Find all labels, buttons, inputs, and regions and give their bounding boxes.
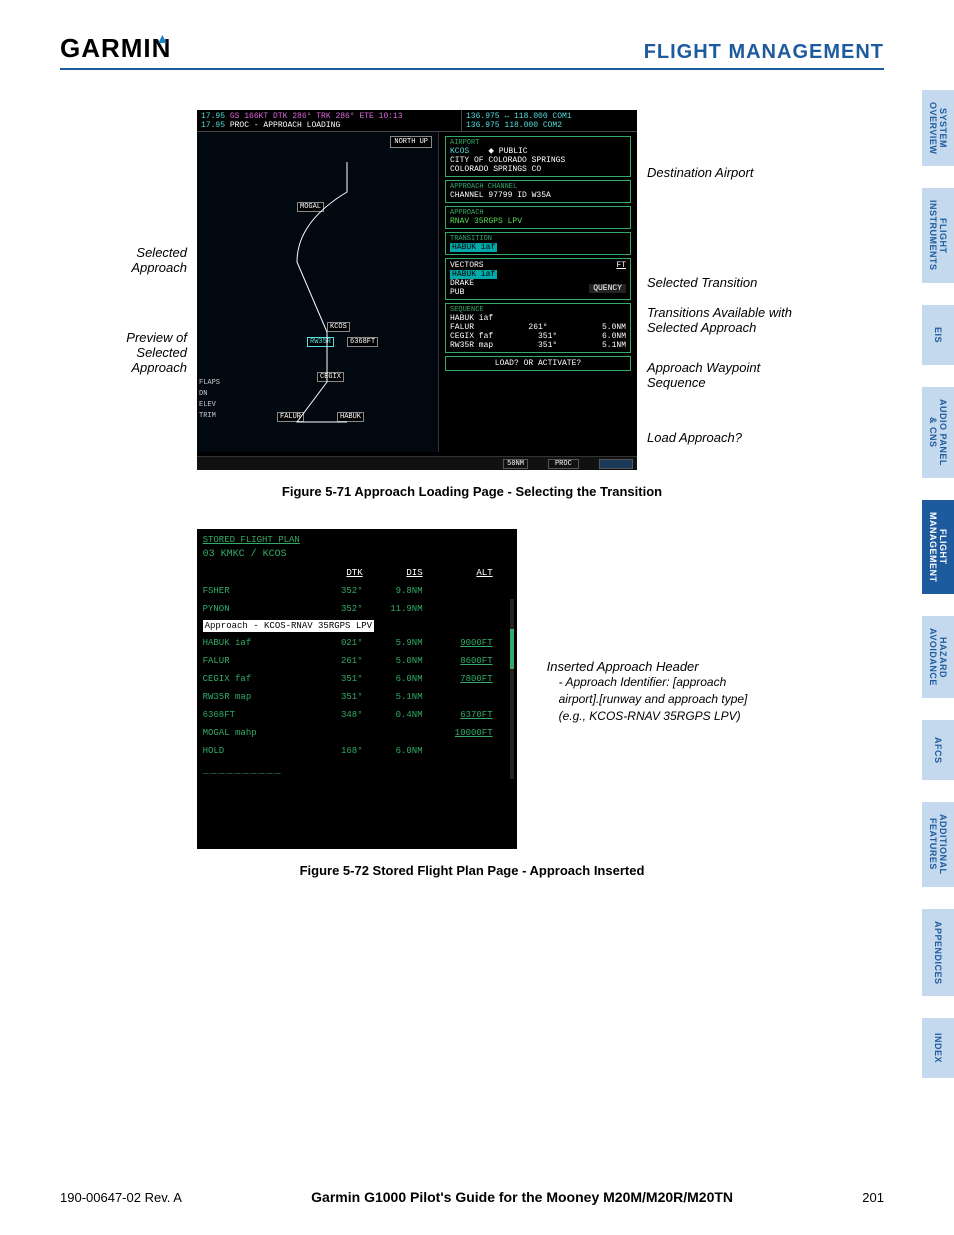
- side-tab[interactable]: FLIGHT MANAGEMENT: [922, 500, 954, 595]
- screen-topbar: 17.95 GS 166KT DTK 286° TRK 286° ETE 10:…: [197, 110, 637, 132]
- stored-fpl-route: 03 KMKC / KCOS: [203, 549, 511, 560]
- fpl-row: FALUR261°5.0NM8600FT: [203, 652, 511, 670]
- airport-name: CITY OF COLORADO SPRINGS: [450, 156, 626, 165]
- footer-pagenum: 201: [862, 1190, 884, 1205]
- trans-quency: QUENCY: [589, 284, 626, 293]
- figure-5-71-caption: Figure 5-71 Approach Loading Page - Sele…: [282, 484, 662, 499]
- callout-inserted-approach-header: Inserted Approach Header - Approach Iden…: [547, 659, 748, 724]
- airport-ident: KCOS: [450, 147, 469, 156]
- callout-selected-transition: Selected Transition: [647, 275, 757, 290]
- nav-freq-2: 17.95: [201, 121, 225, 130]
- map-scale: 50NM: [503, 459, 528, 469]
- com2-freq: 136.975 118.000 COM2: [466, 121, 633, 130]
- scrollbar[interactable]: [510, 599, 514, 779]
- transition-option[interactable]: PUB: [450, 288, 497, 297]
- fpl-row: RW35R map351°5.1NM: [203, 688, 511, 706]
- transition-option[interactable]: VECTORS: [450, 261, 497, 270]
- inserted-approach-header: Approach - KCOS-RNAV 35RGPS LPV: [203, 620, 374, 632]
- fpl-row: FSHER352°9.8NM: [203, 582, 511, 600]
- side-tab[interactable]: INDEX: [922, 1018, 954, 1078]
- topbar-status: GS 166KT DTK 286° TRK 286° ETE 10:13: [230, 112, 403, 121]
- section-title: FLIGHT MANAGEMENT: [644, 41, 884, 64]
- transition-option[interactable]: DRAKE: [450, 279, 497, 288]
- transition-option[interactable]: HABUK iaf: [450, 270, 497, 279]
- fpl-end-marker: __________: [203, 766, 511, 777]
- nav-freq-1: 17.95: [201, 112, 225, 121]
- approach-channel: CHANNEL 97799 ID W35A: [450, 191, 626, 200]
- side-tab[interactable]: EIS: [922, 305, 954, 365]
- side-tab[interactable]: APPENDICES: [922, 909, 954, 997]
- side-tab[interactable]: HAZARD AVOIDANCE: [922, 616, 954, 698]
- figure-5-72-caption: Figure 5-72 Stored Flight Plan Page - Ap…: [300, 863, 645, 878]
- sequence-row: FALUR261°5.0NM: [450, 323, 626, 332]
- fpl-row: HABUK iaf021°5.9NM9000FT: [203, 634, 511, 652]
- callout-transitions-available: Transitions Available with Selected Appr…: [647, 305, 792, 335]
- transition-list-panel: VECTORSHABUK iafDRAKEPUB FT QUENCY: [445, 258, 631, 300]
- fpl-row: 6368FT348°0.4NM6370FT: [203, 706, 511, 724]
- callout-load-approach: Load Approach?: [647, 430, 742, 445]
- screen-bottombar: 50NM PROC: [197, 456, 637, 470]
- stored-flight-plan-screen: STORED FLIGHT PLAN 03 KMKC / KCOS DTK DI…: [197, 529, 517, 849]
- sequence-row: HABUK iaf: [450, 314, 626, 323]
- approach-map: NORTH UP MOGAL KCOS RW35R 6368FT CEGIX F…: [197, 132, 439, 452]
- airport-city: COLORADO SPRINGS CO: [450, 165, 626, 174]
- figure-5-71: Selected Approach Preview of Selected Ap…: [60, 110, 884, 499]
- side-tab[interactable]: AUDIO PANEL & CNS: [922, 387, 954, 478]
- sequence-row: CEGIX faf351°6.0NM: [450, 332, 626, 341]
- approach-loading-screen: 17.95 GS 166KT DTK 286° TRK 286° ETE 10:…: [197, 110, 637, 470]
- fpl-row: PYNON352°11.9NM: [203, 600, 511, 618]
- approach-panel: APPROACH RNAV 35RGPS LPV: [445, 206, 631, 229]
- side-tabs: SYSTEM OVERVIEW FLIGHT INSTRUMENTS EIS AUDI…: [922, 90, 954, 1078]
- page-footer: 190-00647-02 Rev. A Garmin G1000 Pilot's…: [60, 1189, 884, 1205]
- fpl-row: MOGAL mahp10000FT: [203, 724, 511, 742]
- fpl-column-headers: DTK DIS ALT: [203, 568, 511, 578]
- footer-docnum: 190-00647-02 Rev. A: [60, 1190, 182, 1205]
- transition-list[interactable]: VECTORSHABUK iafDRAKEPUB: [450, 261, 497, 297]
- transition-panel: TRANSITION HABUK iaf: [445, 232, 631, 255]
- trans-ft-label: FT: [589, 261, 626, 270]
- com1-freq: 136.975 ↔ 118.000 COM1: [466, 112, 633, 121]
- garmin-logo: GARMIN ▲: [60, 30, 169, 64]
- callout-approach-sequence: Approach Waypoint Sequence: [647, 360, 760, 390]
- approach-value: RNAV 35RGPS LPV: [450, 217, 626, 226]
- page-mode: PROC - APPROACH LOADING: [230, 121, 340, 130]
- load-activate-prompt[interactable]: LOAD? OR ACTIVATE?: [445, 356, 631, 371]
- page-header: GARMIN ▲ FLIGHT MANAGEMENT: [60, 30, 884, 70]
- scrollbar-thumb[interactable]: [510, 629, 514, 669]
- airport-panel: AIRPORT KCOS ⬥ PUBLIC CITY OF COLORADO S…: [445, 136, 631, 177]
- callout-selected-approach: Selected Approach: [107, 245, 187, 275]
- approach-channel-panel: APPROACH CHANNEL CHANNEL 97799 ID W35A: [445, 180, 631, 203]
- fpl-row: HOLD168°6.0NM: [203, 742, 511, 760]
- figure-5-72: STORED FLIGHT PLAN 03 KMKC / KCOS DTK DI…: [60, 529, 884, 878]
- proc-softkey[interactable]: PROC: [548, 459, 579, 469]
- transition-selected[interactable]: HABUK iaf: [450, 243, 497, 252]
- sequence-panel: SEQUENCE HABUK iafFALUR261°5.0NMCEGIX fa…: [445, 303, 631, 353]
- side-tab[interactable]: ADDITIONAL FEATURES: [922, 802, 954, 887]
- sequence-row: RW35R map351°5.1NM: [450, 341, 626, 350]
- callout-destination-airport: Destination Airport: [647, 165, 753, 180]
- logo-delta-icon: ▲: [155, 30, 169, 46]
- softkey-blank: [599, 459, 633, 469]
- callout-preview-approach: Preview of Selected Approach: [107, 330, 187, 375]
- side-tab[interactable]: SYSTEM OVERVIEW: [922, 90, 954, 166]
- side-tab[interactable]: AFCS: [922, 720, 954, 780]
- airport-type: ⬥ PUBLIC: [488, 147, 527, 156]
- stored-fpl-title: STORED FLIGHT PLAN: [203, 535, 511, 545]
- approach-side-panel: AIRPORT KCOS ⬥ PUBLIC CITY OF COLORADO S…: [439, 132, 637, 452]
- side-tab[interactable]: FLIGHT INSTRUMENTS: [922, 188, 954, 283]
- footer-title: Garmin G1000 Pilot's Guide for the Moone…: [311, 1189, 733, 1205]
- fpl-row: CEGIX faf351°6.0NM7800FT: [203, 670, 511, 688]
- left-indicators: FLAPS DN ELEV TRIM: [199, 378, 220, 422]
